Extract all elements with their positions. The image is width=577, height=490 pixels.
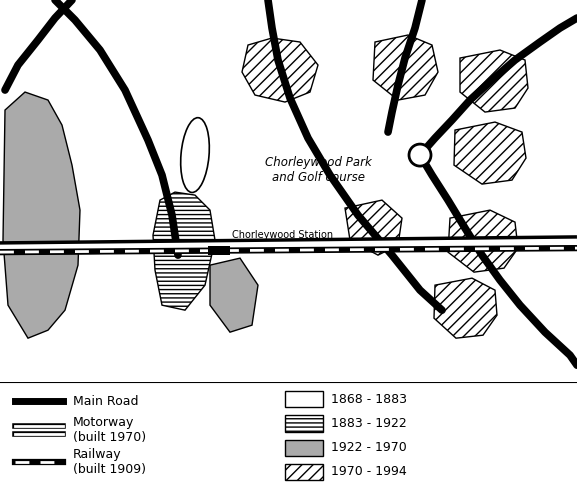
Text: 1883 - 1922: 1883 - 1922 — [331, 417, 407, 430]
Polygon shape — [210, 258, 258, 332]
Text: 1922 - 1970: 1922 - 1970 — [331, 441, 407, 454]
Polygon shape — [448, 210, 518, 272]
Bar — [285, 416, 323, 432]
Polygon shape — [345, 200, 402, 255]
Polygon shape — [460, 50, 528, 112]
Circle shape — [409, 144, 431, 166]
Text: 1868 - 1883: 1868 - 1883 — [331, 393, 407, 406]
Bar — [285, 464, 323, 480]
Text: Chorleywood Park
and Golf course: Chorleywood Park and Golf course — [265, 156, 372, 184]
Text: Main Road: Main Road — [73, 395, 138, 408]
Text: 1970 - 1994: 1970 - 1994 — [331, 466, 407, 478]
Polygon shape — [373, 35, 438, 100]
Bar — [208, 246, 230, 255]
Bar — [285, 440, 323, 456]
Text: Railway
(built 1909): Railway (built 1909) — [73, 448, 146, 476]
Ellipse shape — [181, 118, 209, 193]
Text: Chorleywood Station: Chorleywood Station — [232, 230, 333, 240]
Text: Motorway
(built 1970): Motorway (built 1970) — [73, 416, 146, 443]
Polygon shape — [242, 38, 318, 102]
Polygon shape — [454, 122, 526, 184]
Polygon shape — [434, 278, 497, 338]
Polygon shape — [153, 192, 215, 310]
Bar — [285, 392, 323, 407]
Polygon shape — [3, 92, 80, 338]
